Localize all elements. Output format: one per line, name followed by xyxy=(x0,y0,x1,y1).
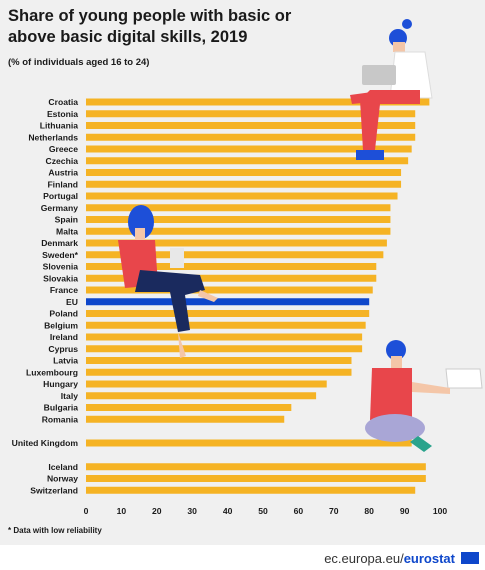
category-label: Germany xyxy=(41,203,78,213)
category-label: Latvia xyxy=(53,356,78,366)
category-label: Hungary xyxy=(43,379,78,389)
bar-netherlands xyxy=(86,133,416,141)
source-prefix: ec.europa.eu/ xyxy=(324,551,404,566)
x-tick-label: 90 xyxy=(400,506,410,516)
category-label: EU xyxy=(66,297,78,307)
source-brand: eurostat xyxy=(403,551,455,566)
category-label: Finland xyxy=(47,179,78,189)
category-label: Lithuania xyxy=(40,121,78,131)
bar-sweden xyxy=(86,251,384,259)
category-label: Malta xyxy=(56,226,78,236)
category-label: Switzerland xyxy=(30,485,78,495)
category-label: Czechia xyxy=(46,156,79,166)
bar-switzerland xyxy=(86,486,416,494)
person-illustration-bottom xyxy=(365,340,483,452)
chart-title: Share of young people with basic or abov… xyxy=(8,7,292,46)
bar-slovenia xyxy=(86,263,377,270)
category-label: Estonia xyxy=(47,109,78,119)
bar-finland xyxy=(86,180,402,188)
x-tick-label: 100 xyxy=(433,506,448,516)
x-tick-label: 40 xyxy=(223,506,233,516)
category-label: Croatia xyxy=(48,97,78,107)
category-label: France xyxy=(50,285,78,295)
bar-norway xyxy=(86,475,426,482)
category-label: Belgium xyxy=(44,320,78,330)
bar-bulgaria xyxy=(86,404,292,411)
bar-denmark xyxy=(86,239,387,247)
chart-subtitle: (% of individuals aged 16 to 24) xyxy=(8,57,150,68)
person-illustration-top xyxy=(350,19,433,160)
category-label: Ireland xyxy=(50,332,78,342)
x-tick-label: 60 xyxy=(294,506,304,516)
bar-malta xyxy=(86,227,391,235)
bar-hungary xyxy=(86,380,327,388)
bar-slovakia xyxy=(86,274,377,282)
bar-estonia xyxy=(86,110,416,118)
category-label: Italy xyxy=(61,391,78,401)
bar-czechia xyxy=(86,157,409,165)
x-tick-label: 30 xyxy=(187,506,197,516)
bar-lithuania xyxy=(86,122,416,129)
eu-flag-icon xyxy=(461,552,479,564)
source-text[interactable]: ec.europa.eu/eurostat xyxy=(324,551,455,566)
category-label: Slovakia xyxy=(43,273,78,283)
category-label: United Kingdom xyxy=(12,438,79,448)
x-tick-label: 20 xyxy=(152,506,162,516)
bar-poland xyxy=(86,310,370,317)
category-label: Norway xyxy=(47,474,78,484)
category-label: Luxembourg xyxy=(26,367,78,377)
person-illustration-middle xyxy=(118,205,218,358)
category-label: Netherlands xyxy=(28,132,78,142)
category-label: Sweden* xyxy=(42,250,78,260)
bar-latvia xyxy=(86,357,352,364)
category-label: Cyprus xyxy=(48,344,78,354)
footnote: * Data with low reliability xyxy=(8,526,102,535)
bar-belgium xyxy=(86,321,366,329)
category-label: Portugal xyxy=(43,191,78,201)
bar-romania xyxy=(86,415,285,423)
category-label: Bulgaria xyxy=(44,403,79,413)
bar-eu xyxy=(86,298,370,306)
bars-group xyxy=(86,98,430,494)
bar-spain xyxy=(86,216,391,223)
bar-luxembourg xyxy=(86,368,352,376)
bar-iceland xyxy=(86,463,426,471)
bar-portugal xyxy=(86,192,398,200)
category-label: Iceland xyxy=(48,462,78,472)
bar-croatia xyxy=(86,98,430,106)
bar-greece xyxy=(86,145,412,153)
category-label: Greece xyxy=(49,144,78,154)
bar-germany xyxy=(86,204,391,212)
category-label: Romania xyxy=(42,414,79,424)
bar-cyprus xyxy=(86,345,363,353)
category-label: Austria xyxy=(48,168,78,178)
x-tick-label: 70 xyxy=(329,506,339,516)
footer: ec.europa.eu/eurostat xyxy=(0,545,485,570)
x-tick-label: 50 xyxy=(258,506,268,516)
category-label: Denmark xyxy=(41,238,78,248)
x-tick-label: 10 xyxy=(117,506,127,516)
bar-france xyxy=(86,286,373,294)
x-tick-labels-group: 0 10 20 30 40 50 60 70 80 90 100 xyxy=(84,506,448,516)
bar-united-kingdom xyxy=(86,439,412,447)
category-label: Spain xyxy=(55,215,78,225)
bar-italy xyxy=(86,392,317,400)
x-tick-label: 0 xyxy=(84,506,89,516)
category-label: Slovenia xyxy=(43,262,79,272)
x-tick-label: 80 xyxy=(364,506,374,516)
bar-austria xyxy=(86,169,402,176)
category-label: Poland xyxy=(49,309,78,319)
bar-ireland xyxy=(86,333,363,341)
